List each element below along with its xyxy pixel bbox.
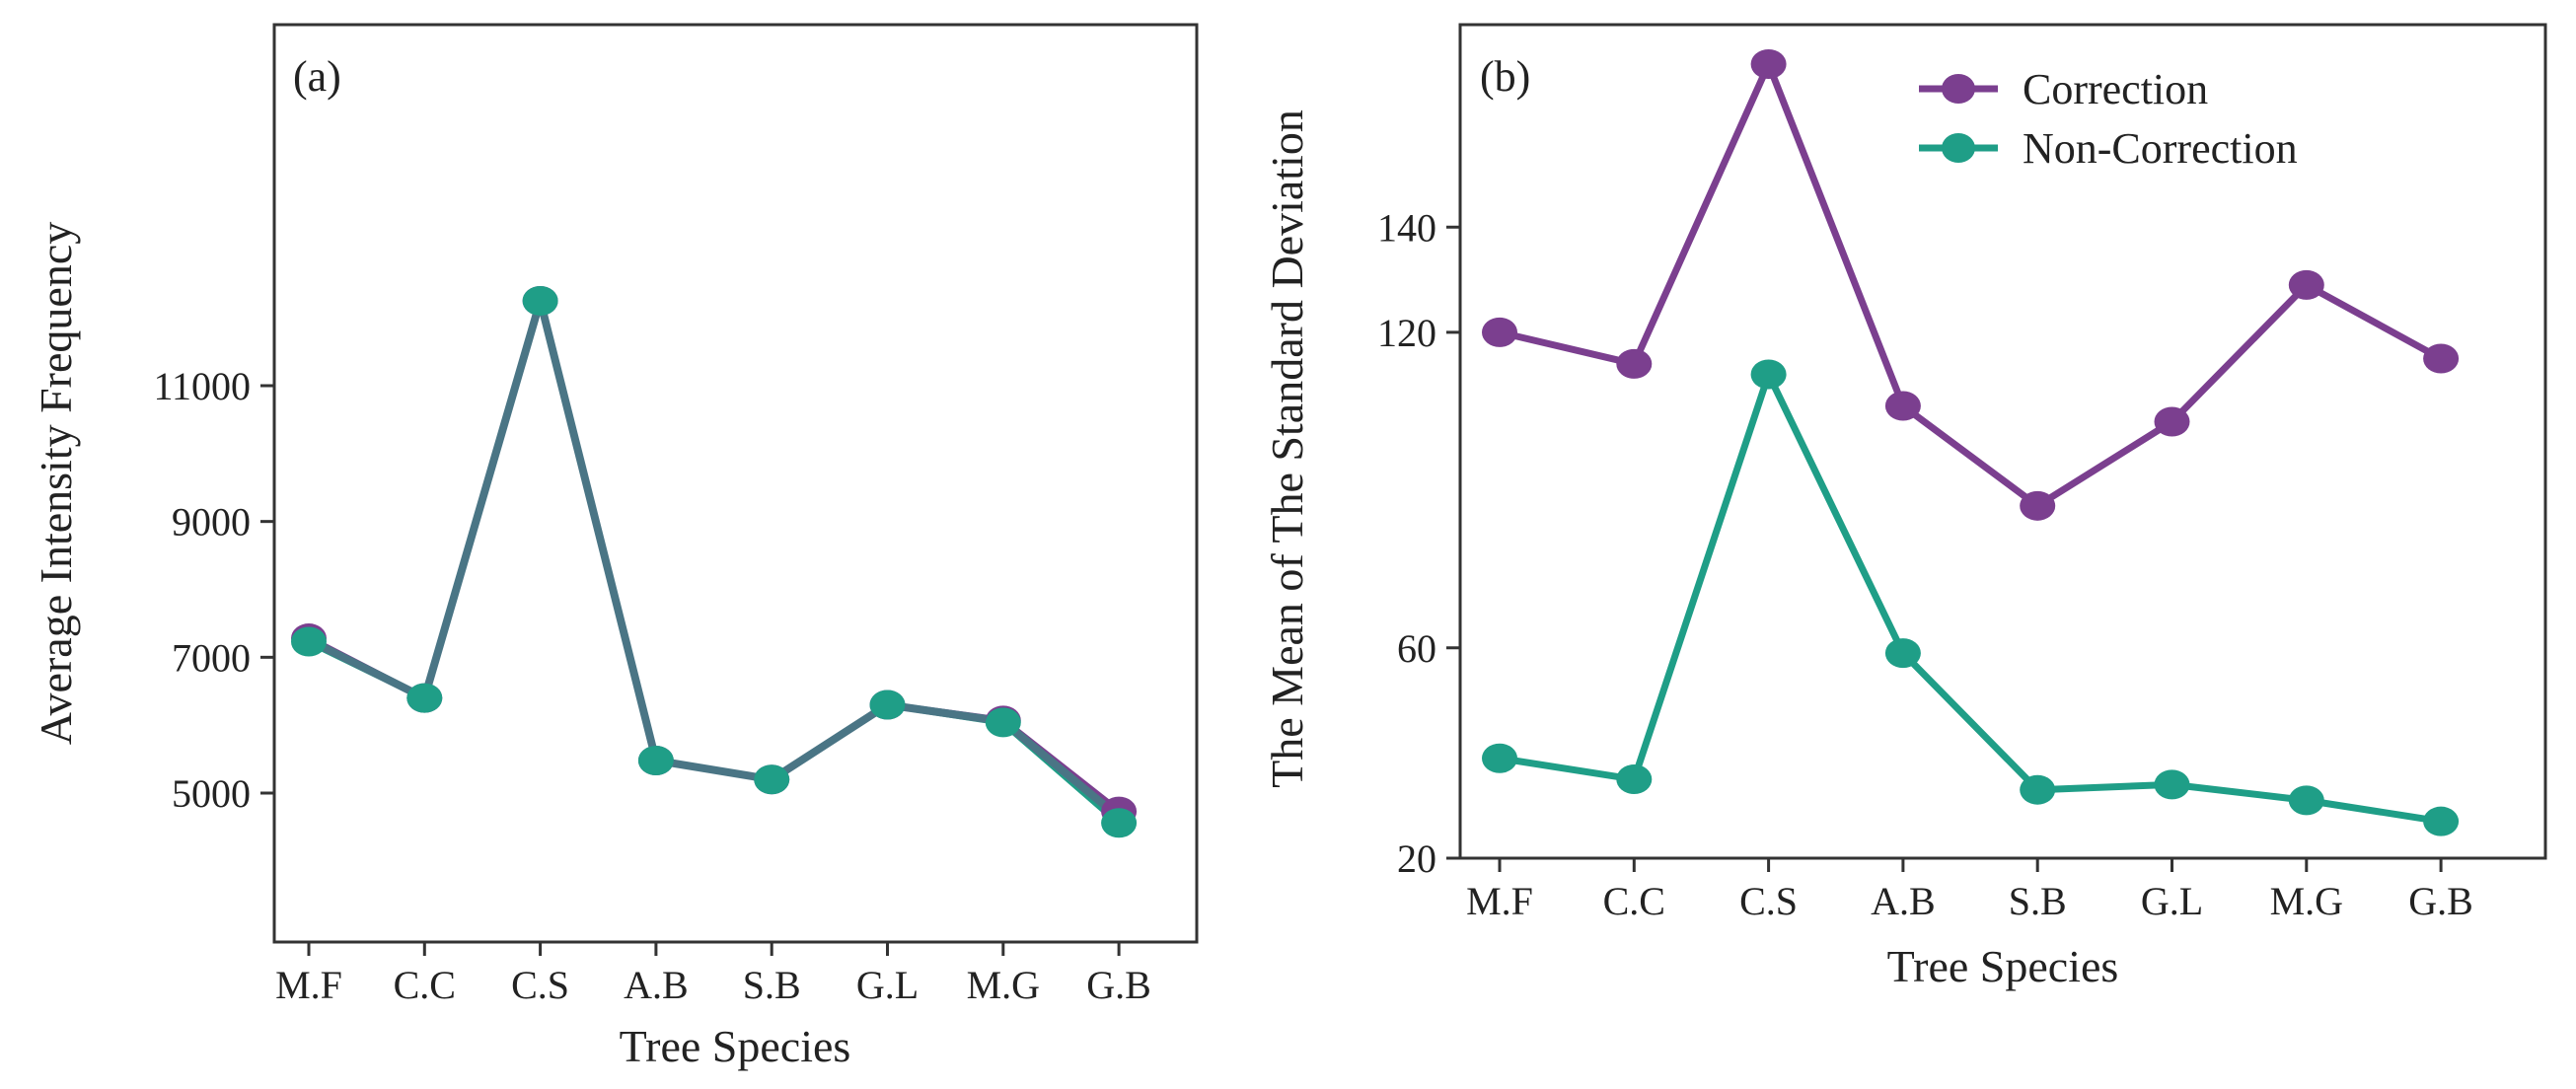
x-axis-a: M.F C.C C.S A.B S.B G.L M.G G.B: [275, 942, 1151, 1007]
chart-panel-b: (b) The Mean of The Standard Deviation T…: [1262, 23, 2547, 991]
x-tick-label-b-5: G.L: [2141, 879, 2203, 923]
legend-label-non-correction: Non-Correction: [2023, 124, 2298, 173]
x-tick-label-b-1: C.C: [1603, 879, 1665, 923]
legend: Correction Non-Correction: [1919, 65, 2298, 173]
data-point-b-1-5: [2154, 769, 2190, 800]
y-tick-label-b-2: 120: [1377, 311, 1436, 355]
data-point-a-1-7: [1101, 808, 1138, 838]
x-tick-label-b-3: A.B: [1871, 879, 1936, 923]
y-axis-b: 20 60 120 140: [1377, 205, 1460, 881]
x-axis-b: M.F C.C C.S A.B S.B G.L M.G G.B: [1466, 858, 2473, 923]
x-tick-label-b-7: G.B: [2408, 879, 2473, 923]
data-point-a-1-6: [985, 707, 1021, 738]
series-line-a-1: [307, 297, 1122, 826]
data-point-a-1-0: [291, 626, 327, 657]
data-point-b-0-6: [2288, 269, 2324, 300]
y-axis-title-a: Average Intensity Frequency: [31, 222, 81, 746]
legend-label-correction: Correction: [2023, 65, 2208, 113]
data-point-b-1-1: [1616, 764, 1653, 795]
legend-marker-non-correction: [1942, 133, 1975, 163]
data-point-a-1-2: [522, 285, 558, 316]
data-point-b-1-3: [1884, 638, 1921, 669]
x-tick-label-a-3: A.B: [624, 963, 689, 1007]
x-tick-label-b-2: C.S: [1739, 879, 1798, 923]
panel-label-b: (b): [1480, 52, 1530, 101]
data-point-b-0-7: [2423, 343, 2460, 374]
data-point-b-1-0: [1482, 743, 1517, 773]
x-tick-label-a-2: C.S: [511, 963, 569, 1007]
y-tick-label-b-0: 20: [1397, 836, 1436, 881]
data-point-b-0-4: [2020, 490, 2056, 521]
data-point-b-1-7: [2423, 806, 2460, 836]
data-point-b-0-3: [1884, 391, 1921, 421]
y-tick-label-a-2: 9000: [172, 500, 251, 544]
plot-frame-a: [272, 23, 1199, 944]
x-tick-label-b-6: M.G: [2270, 879, 2343, 923]
series-overlap-line-a: [307, 296, 1122, 821]
series-group-b: [1482, 49, 2460, 836]
series-line-b-1: [1499, 371, 2442, 826]
y-axis-a: 5000 7000 9000 11000: [153, 364, 274, 816]
y-tick-label-b-3: 140: [1377, 205, 1436, 250]
data-point-b-1-6: [2288, 785, 2324, 816]
x-tick-label-a-1: C.C: [394, 963, 456, 1007]
x-tick-label-a-0: M.F: [275, 963, 342, 1007]
chart-panel-a: (a) Average Intensity Frequency Tree Spe…: [31, 23, 1199, 1071]
data-point-b-0-5: [2154, 406, 2190, 437]
y-tick-label-a-1: 7000: [172, 635, 251, 680]
x-tick-label-a-5: G.L: [856, 963, 919, 1007]
y-tick-label-a-0: 5000: [172, 771, 251, 816]
data-point-a-1-1: [406, 683, 443, 713]
y-tick-label-a-3: 11000: [153, 364, 251, 408]
x-tick-label-a-6: M.G: [967, 963, 1040, 1007]
x-tick-label-a-7: G.B: [1086, 963, 1151, 1007]
data-point-a-1-3: [637, 745, 674, 775]
data-point-b-0-2: [1750, 49, 1787, 79]
x-tick-label-b-4: S.B: [2009, 879, 2067, 923]
x-axis-title-a: Tree Species: [620, 1021, 851, 1071]
data-point-a-1-4: [754, 764, 790, 795]
plot-frame-b: [1458, 23, 2547, 860]
x-axis-title-b: Tree Species: [1887, 941, 2119, 991]
series-line-b-0: [1499, 60, 2443, 510]
panel-label-a: (a): [293, 52, 341, 101]
data-point-a-1-5: [869, 690, 906, 720]
data-point-b-0-1: [1616, 348, 1653, 379]
y-axis-title-b: The Mean of The Standard Deviation: [1262, 109, 1312, 788]
data-point-b-1-2: [1750, 359, 1787, 390]
data-point-b-0-0: [1482, 317, 1517, 347]
series-group-a: [291, 285, 1138, 838]
data-point-b-1-4: [2020, 774, 2056, 805]
x-tick-label-a-4: S.B: [743, 963, 801, 1007]
x-tick-label-b-0: M.F: [1466, 879, 1533, 923]
y-tick-label-b-1: 60: [1397, 626, 1436, 671]
legend-marker-correction: [1942, 74, 1975, 104]
